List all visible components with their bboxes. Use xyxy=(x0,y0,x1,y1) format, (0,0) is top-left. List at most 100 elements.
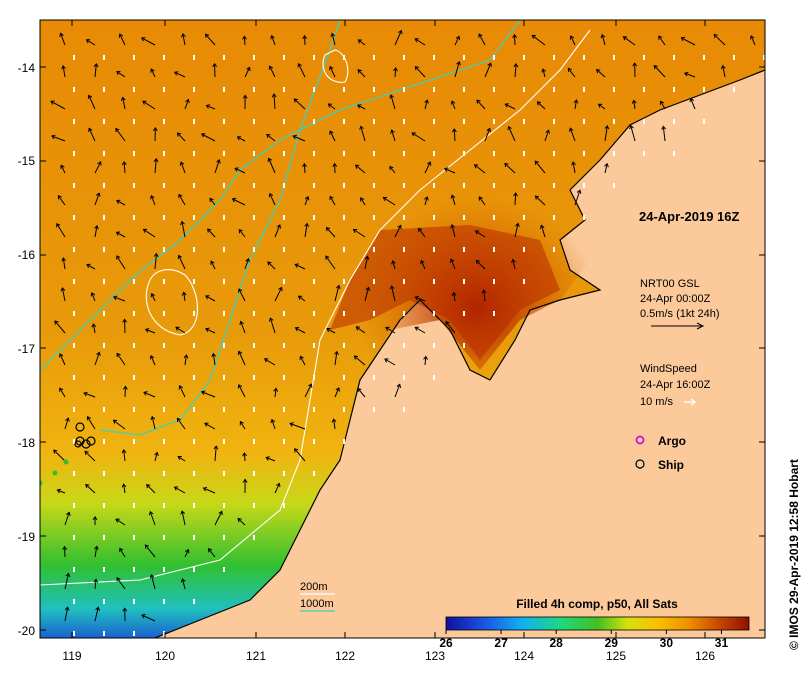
wind-barb xyxy=(223,247,225,252)
wind-barb xyxy=(133,407,135,412)
contour-1000-label: 1000m xyxy=(300,598,334,610)
wind-barb xyxy=(523,151,525,156)
wind-barb xyxy=(403,407,405,412)
wind-barb xyxy=(163,87,165,92)
wind-barb xyxy=(373,279,375,284)
wind-barb xyxy=(103,375,105,380)
wind-barb xyxy=(283,151,285,156)
wind-barb xyxy=(583,119,585,124)
wind-barb xyxy=(643,119,645,124)
wind-barb xyxy=(253,535,255,540)
wind-barb xyxy=(523,215,525,220)
wind-barb xyxy=(163,535,165,540)
wind-barb xyxy=(283,87,285,92)
wind-barb xyxy=(73,535,75,540)
wind-barb xyxy=(193,599,195,604)
wind-barb xyxy=(523,247,525,252)
lat-tick-label: -18 xyxy=(18,436,36,450)
wind-barb xyxy=(613,87,615,92)
wind-barb xyxy=(253,503,255,508)
wind-barb xyxy=(193,279,195,284)
wind-barb xyxy=(463,183,465,188)
green-marker xyxy=(64,460,69,465)
wind-barb xyxy=(373,183,375,188)
wind-barb xyxy=(463,215,465,220)
current-arrow xyxy=(514,35,515,45)
wind-barb xyxy=(103,407,105,412)
colorbar-gradient xyxy=(446,617,749,630)
wind-barb xyxy=(103,631,105,636)
wind-barb xyxy=(373,311,375,316)
wind-barb xyxy=(163,599,165,604)
wind-barb xyxy=(343,55,345,60)
wind-barb xyxy=(253,151,255,156)
wind-barb xyxy=(283,439,285,444)
wind-barb xyxy=(223,471,225,476)
wind-barb xyxy=(73,279,75,284)
wind-barb xyxy=(223,343,225,348)
wind-barb xyxy=(313,407,315,412)
wind-barb xyxy=(193,375,195,380)
wind-barb xyxy=(163,343,165,348)
wind-barb xyxy=(223,375,225,380)
wind-barb xyxy=(343,87,345,92)
green-marker xyxy=(53,471,58,476)
wind-barb xyxy=(193,119,195,124)
wind-barb xyxy=(553,151,555,156)
wind-barb xyxy=(103,55,105,60)
wind-barb xyxy=(103,343,105,348)
wind-barb xyxy=(523,55,525,60)
wind-barb xyxy=(523,119,525,124)
wind-barb xyxy=(493,55,495,60)
lat-tick-label: -15 xyxy=(18,154,36,168)
wind-barb xyxy=(343,119,345,124)
colorbar-title: Filled 4h comp, p50, All Sats xyxy=(516,597,678,611)
wind-barb xyxy=(73,407,75,412)
wind-barb xyxy=(73,215,75,220)
wind-barb xyxy=(343,247,345,252)
wind-barb xyxy=(643,87,645,92)
wind-barb xyxy=(733,55,735,60)
wind-barb xyxy=(313,87,315,92)
wind-barb xyxy=(523,183,525,188)
wind-barb xyxy=(403,311,405,316)
wind-barb xyxy=(103,215,105,220)
wind-barb xyxy=(463,119,465,124)
wind-barb xyxy=(103,151,105,156)
wind-barb xyxy=(73,119,75,124)
wind-barb xyxy=(193,503,195,508)
wind-barb xyxy=(343,375,345,380)
wind-barb xyxy=(343,279,345,284)
wind-barb xyxy=(283,279,285,284)
wind-barb xyxy=(223,567,225,572)
wind-barb xyxy=(103,247,105,252)
wind-barb xyxy=(193,215,195,220)
wind-barb xyxy=(433,247,435,252)
wind-barb xyxy=(163,375,165,380)
wind-title-label: WindSpeed xyxy=(640,363,697,375)
lon-tick-label: 119 xyxy=(62,649,81,663)
wind-barb xyxy=(103,503,105,508)
wind-barb xyxy=(433,279,435,284)
wind-barb xyxy=(583,183,585,188)
wind-barb xyxy=(73,343,75,348)
wind-barb xyxy=(463,311,465,316)
wind-barb xyxy=(163,55,165,60)
wind-barb xyxy=(103,87,105,92)
wind-barb xyxy=(583,87,585,92)
current-scale-label: 0.5m/s (1kt 24h) xyxy=(640,308,719,320)
lat-tick-label: -20 xyxy=(18,624,36,638)
current-arrow xyxy=(515,193,516,205)
current-product-label: NRT00 GSL xyxy=(640,278,700,290)
wind-barb xyxy=(373,407,375,412)
wind-barb xyxy=(493,215,495,220)
wind-barb xyxy=(313,439,315,444)
wind-barb xyxy=(253,55,255,60)
wind-barb xyxy=(223,279,225,284)
wind-barb xyxy=(553,183,555,188)
colorbar-tick-label: 29 xyxy=(605,636,619,650)
wind-barb xyxy=(253,279,255,284)
wind-barb xyxy=(73,503,75,508)
wind-barb xyxy=(463,151,465,156)
